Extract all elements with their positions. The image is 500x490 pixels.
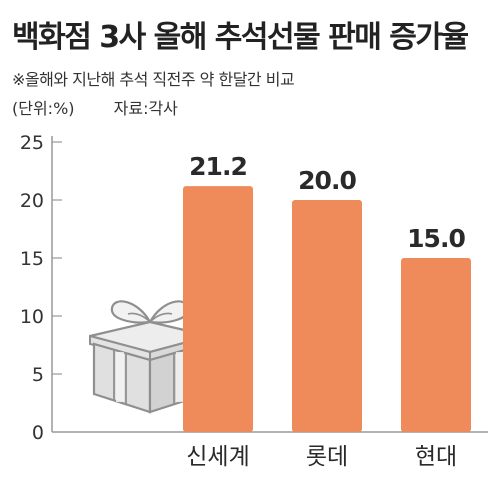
bar-2 [292, 200, 362, 432]
chart-note: ※올해와 지난해 추석 직전주 약 한달간 비교 [12, 70, 295, 89]
data-label: 15.0 [407, 224, 465, 253]
y-axis-ticks: 0 5 10 15 20 25 [20, 132, 44, 444]
data-labels: 21.2 20.0 15.0 [189, 152, 466, 253]
category-label: 롯데 [306, 444, 348, 470]
bar-3 [401, 258, 471, 432]
y-tick-label: 25 [20, 132, 44, 154]
y-tick-label: 10 [20, 306, 44, 328]
data-label: 20.0 [298, 166, 356, 195]
chart-title: 백화점 3사 올해 추석선물 판매 증가율 [12, 20, 469, 55]
chart-meta: (단위:%) 자료:각사 [12, 95, 178, 119]
unit-label: (단위:%) [12, 99, 75, 118]
y-tick-label: 5 [32, 364, 44, 386]
bar-1 [183, 186, 253, 432]
category-label: 신세계 [186, 444, 249, 470]
data-label: 21.2 [189, 152, 247, 181]
y-tick-label: 15 [20, 248, 44, 270]
y-tick-label: 20 [20, 190, 44, 212]
y-tick-label: 0 [32, 422, 44, 444]
category-label: 현대 [415, 444, 457, 470]
source-label: 자료:각사 [113, 99, 178, 118]
bars [183, 186, 471, 432]
category-labels: 신세계 롯데 현대 [186, 444, 457, 470]
gift-box-icon [89, 300, 211, 414]
